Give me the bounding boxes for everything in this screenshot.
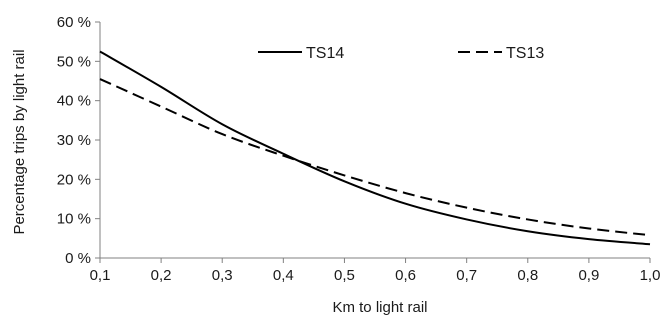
x-tick-label: 0,5 — [334, 267, 355, 284]
x-axis-title: Km to light rail — [332, 299, 427, 316]
series-layer — [99, 50, 651, 246]
x-tick-label: 0,3 — [212, 267, 233, 284]
x-tick-label: 0,7 — [456, 267, 477, 284]
y-tick-label: 40 % — [57, 93, 91, 110]
y-tick-label: 60 % — [57, 14, 91, 31]
series-line-ts14 — [99, 50, 651, 246]
legend-label-ts14: TS14 — [306, 45, 344, 62]
x-tick-label: 0,6 — [395, 267, 416, 284]
x-tick-label: 0,2 — [151, 267, 172, 284]
x-tick-label: 0,9 — [578, 267, 599, 284]
y-tick-label: 10 % — [57, 211, 91, 228]
x-tick-label: 0,1 — [90, 267, 111, 284]
series-line-ts13 — [99, 78, 651, 237]
y-tick-label: 20 % — [57, 171, 91, 188]
y-tick-label: 0 % — [65, 250, 91, 267]
y-tick-label: 30 % — [57, 132, 91, 149]
legend-label-ts13: TS13 — [506, 45, 544, 62]
axes: 0 % 10 % 20 % 30 % 40 % 50 % 60 % 0,1 0,2 0,3 0,4 0… — [57, 14, 661, 284]
y-tick-label: 50 % — [57, 53, 91, 70]
x-tick-label: 0,4 — [273, 267, 294, 284]
x-tick-label: 0,8 — [517, 267, 538, 284]
y-axis-title: Percentage trips by light rail — [11, 49, 28, 234]
x-tick-label: 1,0 — [640, 267, 661, 284]
legend: TS14 TS13 — [258, 45, 544, 62]
